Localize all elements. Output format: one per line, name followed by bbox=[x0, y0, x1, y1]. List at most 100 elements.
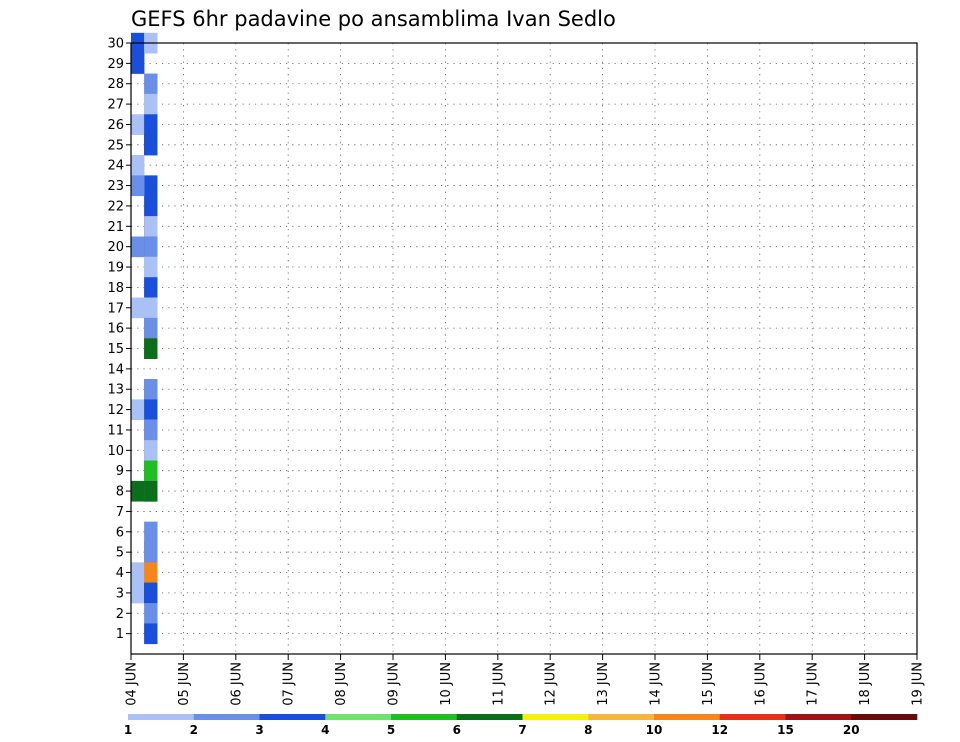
y-tick-label: 25 bbox=[107, 138, 124, 153]
y-tick-label: 14 bbox=[107, 362, 124, 377]
x-tick-label: 04 JUN bbox=[125, 662, 140, 706]
y-tick-label: 12 bbox=[107, 403, 124, 418]
heatmap-cell bbox=[131, 114, 145, 135]
x-axis-ticks: 04 JUN 05 JUN 06 JUN 07 JUN 08 JUN 09 JUN 10 J… bbox=[125, 654, 926, 706]
colorbar-label: 10 bbox=[646, 723, 663, 737]
colorbar-swatch bbox=[588, 714, 655, 720]
colorbar-swatch bbox=[128, 714, 195, 720]
heatmap-cell bbox=[144, 317, 158, 339]
x-tick-label: 16 JUN bbox=[753, 662, 768, 706]
heatmap-cell bbox=[144, 379, 158, 400]
y-tick-label: 6 bbox=[116, 525, 124, 540]
heatmap-cell bbox=[144, 195, 158, 217]
y-tick-label: 20 bbox=[107, 240, 124, 255]
heatmap-cell bbox=[144, 338, 158, 359]
heatmap-cell bbox=[144, 114, 158, 135]
colorbar-label: 12 bbox=[711, 723, 728, 737]
colorbar-label: 5 bbox=[387, 723, 395, 737]
colorbar-swatch bbox=[391, 714, 458, 720]
colorbar-label: 4 bbox=[321, 723, 329, 737]
heatmap-cell bbox=[131, 155, 145, 176]
y-tick-label: 1 bbox=[116, 627, 124, 642]
y-tick-label: 30 bbox=[107, 37, 124, 52]
colorbar-label: 15 bbox=[777, 723, 794, 737]
heatmap-cell bbox=[131, 53, 145, 74]
y-tick-label: 4 bbox=[116, 566, 124, 581]
heatmap-cell bbox=[144, 582, 158, 604]
x-tick-label: 07 JUN bbox=[282, 662, 297, 706]
heatmap-cell bbox=[144, 73, 158, 95]
y-tick-label: 16 bbox=[107, 322, 124, 337]
y-tick-label: 24 bbox=[107, 159, 124, 174]
colorbar-swatch bbox=[325, 714, 392, 720]
y-tick-label: 26 bbox=[107, 118, 124, 133]
colorbar-swatch bbox=[193, 714, 260, 720]
x-tick-label: 05 JUN bbox=[177, 662, 192, 706]
heatmap-cell bbox=[144, 521, 158, 543]
heatmap-cell bbox=[144, 562, 158, 584]
x-tick-label: 08 JUN bbox=[334, 662, 349, 706]
heatmap-cell bbox=[131, 399, 145, 421]
y-tick-label: 23 bbox=[107, 179, 124, 194]
colorbar-swatch bbox=[259, 714, 326, 720]
colorbar-swatch bbox=[522, 714, 589, 720]
x-tick-label: 12 JUN bbox=[544, 662, 559, 706]
x-tick-label: 19 JUN bbox=[911, 662, 926, 706]
x-tick-label: 13 JUN bbox=[596, 662, 611, 706]
x-tick-label: 15 JUN bbox=[701, 662, 716, 706]
y-tick-label: 19 bbox=[107, 261, 124, 276]
colorbar-label: 8 bbox=[584, 723, 592, 737]
y-tick-label: 13 bbox=[107, 383, 124, 398]
heatmap-cell bbox=[131, 480, 145, 502]
heatmap-cell bbox=[144, 623, 158, 645]
y-tick-label: 8 bbox=[116, 485, 124, 500]
y-tick-label: 9 bbox=[116, 464, 124, 479]
colorbar-label: 7 bbox=[518, 723, 526, 737]
y-tick-label: 7 bbox=[116, 505, 124, 520]
y-tick-label: 10 bbox=[107, 444, 124, 459]
x-tick-label: 17 JUN bbox=[806, 662, 821, 706]
x-tick-label: 06 JUN bbox=[229, 662, 244, 706]
heatmap-cell bbox=[144, 480, 158, 502]
heatmap-cell bbox=[144, 440, 158, 461]
heatmap-cell bbox=[144, 175, 158, 197]
colorbar-swatch bbox=[785, 714, 852, 720]
heatmap-cell bbox=[144, 297, 158, 319]
colorbar-label: 1 bbox=[124, 723, 132, 737]
y-tick-label: 22 bbox=[107, 199, 124, 214]
colorbar-swatch bbox=[456, 714, 523, 720]
heatmap-cell bbox=[144, 460, 158, 482]
y-tick-label: 3 bbox=[116, 586, 124, 601]
heatmap-cell bbox=[144, 603, 158, 624]
y-tick-label: 29 bbox=[107, 57, 124, 72]
y-tick-label: 5 bbox=[116, 546, 124, 561]
heatmap-cells bbox=[131, 32, 158, 645]
y-tick-label: 17 bbox=[107, 301, 124, 316]
heatmap-cell bbox=[131, 562, 145, 584]
chart-title: GEFS 6hr padavine po ansamblima Ivan Sed… bbox=[131, 7, 616, 31]
colorbar-legend: 1 2 3 4 5 6 7 8 10 12 15 20 bbox=[124, 714, 918, 737]
grid-lines bbox=[131, 43, 917, 654]
x-tick-label: 11 JUN bbox=[491, 662, 506, 706]
heatmap-cell bbox=[131, 297, 145, 319]
y-tick-label: 11 bbox=[107, 423, 124, 438]
heatmap-cell bbox=[144, 399, 158, 421]
heatmap-cell bbox=[131, 582, 145, 604]
x-tick-label: 09 JUN bbox=[387, 662, 402, 706]
x-tick-label: 10 JUN bbox=[439, 662, 454, 706]
x-tick-label: 18 JUN bbox=[858, 662, 873, 706]
heatmap-cell bbox=[144, 277, 158, 298]
colorbar-swatch bbox=[719, 714, 786, 720]
heatmap-cell bbox=[131, 175, 145, 197]
heatmap-cell bbox=[144, 541, 158, 563]
colorbar-swatch bbox=[654, 714, 721, 720]
heatmap-cell bbox=[144, 419, 158, 441]
colorbar-label: 3 bbox=[255, 723, 263, 737]
heatmap-cell bbox=[144, 216, 158, 237]
x-tick-label: 14 JUN bbox=[649, 662, 664, 706]
y-tick-label: 27 bbox=[107, 98, 124, 113]
colorbar-label: 20 bbox=[843, 723, 860, 737]
heatmap-cell bbox=[144, 134, 158, 156]
y-tick-label: 2 bbox=[116, 607, 124, 622]
